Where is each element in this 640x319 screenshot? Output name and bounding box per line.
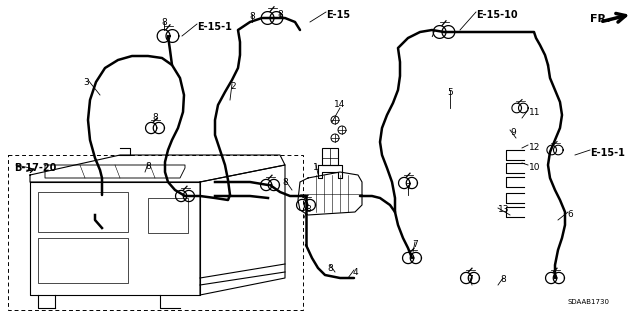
Text: 7: 7 <box>467 275 473 284</box>
Text: E-15: E-15 <box>326 10 350 20</box>
Text: 3: 3 <box>83 78 89 87</box>
Text: 8: 8 <box>161 18 167 27</box>
Text: 5: 5 <box>447 88 453 97</box>
Bar <box>148 198 188 233</box>
Text: 14: 14 <box>334 100 346 109</box>
Text: SDAAB1730: SDAAB1730 <box>568 299 610 305</box>
Text: FR.: FR. <box>590 14 611 24</box>
Text: 8: 8 <box>249 12 255 21</box>
Text: 8: 8 <box>305 205 311 214</box>
Text: E-15-10: E-15-10 <box>476 10 518 20</box>
Text: 13: 13 <box>498 205 509 214</box>
Text: 1: 1 <box>313 163 319 172</box>
Text: 7: 7 <box>412 240 418 249</box>
Text: 8: 8 <box>277 10 283 19</box>
Text: 11: 11 <box>529 108 541 117</box>
Text: 9: 9 <box>510 128 516 137</box>
Text: 8: 8 <box>152 113 158 122</box>
Text: E-15-1: E-15-1 <box>590 148 625 158</box>
Text: 2: 2 <box>230 82 236 91</box>
Bar <box>38 238 128 283</box>
Text: 6: 6 <box>567 210 573 219</box>
Text: 7: 7 <box>405 183 411 192</box>
Text: 8: 8 <box>500 275 506 284</box>
Bar <box>8 155 303 310</box>
Text: 8: 8 <box>282 178 288 187</box>
Text: 7: 7 <box>429 30 435 39</box>
Text: 8: 8 <box>145 162 151 171</box>
Text: 8: 8 <box>327 264 333 273</box>
Text: 4: 4 <box>352 268 358 277</box>
Text: 10: 10 <box>529 163 541 172</box>
Bar <box>38 192 128 232</box>
Text: E-15-1: E-15-1 <box>197 22 232 32</box>
Text: 12: 12 <box>529 143 540 152</box>
Text: B-17-20: B-17-20 <box>14 163 56 173</box>
